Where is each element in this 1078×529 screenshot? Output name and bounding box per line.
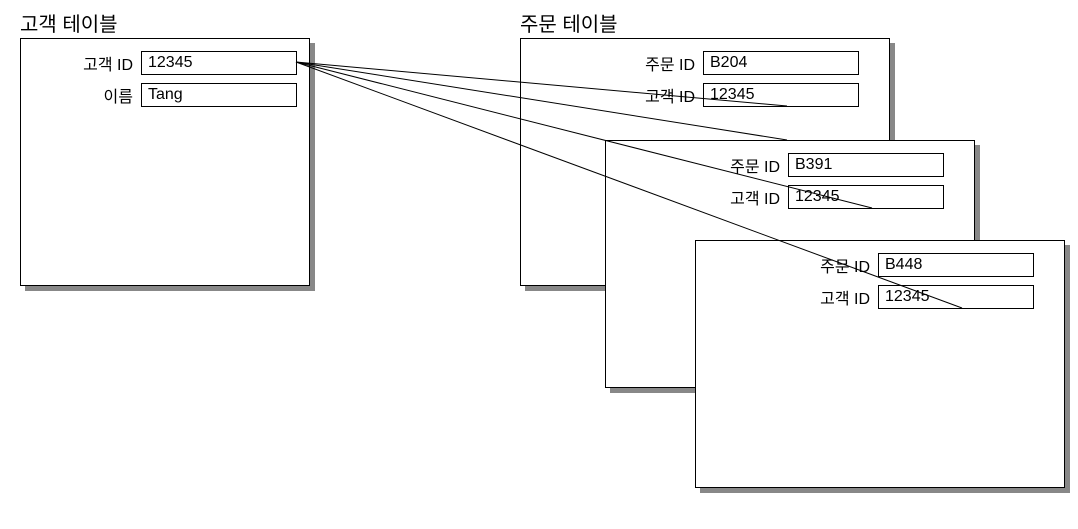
order-2-orderid-row: 주문 ID B391: [716, 153, 944, 177]
customer-id-value: 12345: [141, 51, 297, 75]
order-1-custid-value: 12345: [703, 83, 859, 107]
customer-id-label: 고객 ID: [69, 51, 141, 75]
order-3-orderid-row: 주문 ID B448: [806, 253, 1034, 277]
order-3-custid-value: 12345: [878, 285, 1034, 309]
order-1-custid-label: 고객 ID: [631, 83, 703, 107]
order-table-title: 주문 테이블: [520, 8, 618, 37]
order-1-orderid-label: 주문 ID: [631, 51, 703, 75]
diagram-root: 고객 테이블 주문 테이블 고객 ID 12345 이름 Tang 주문 ID …: [0, 0, 1078, 529]
order-2-orderid-label: 주문 ID: [716, 153, 788, 177]
order-2-orderid-value: B391: [788, 153, 944, 177]
order-1-orderid-value: B204: [703, 51, 859, 75]
order-2-custid-label: 고객 ID: [716, 185, 788, 209]
order-1-orderid-row: 주문 ID B204: [631, 51, 859, 75]
order-2-custid-row: 고객 ID 12345: [716, 185, 944, 209]
order-3-custid-label: 고객 ID: [806, 285, 878, 309]
order-card-3: 주문 ID B448 고객 ID 12345: [695, 240, 1065, 488]
order-3-orderid-value: B448: [878, 253, 1034, 277]
order-3-custid-row: 고객 ID 12345: [806, 285, 1034, 309]
customer-card: 고객 ID 12345 이름 Tang: [20, 38, 310, 286]
order-1-custid-row: 고객 ID 12345: [631, 83, 859, 107]
customer-id-row: 고객 ID 12345: [69, 51, 297, 75]
customer-name-value: Tang: [141, 83, 297, 107]
customer-table-title: 고객 테이블: [20, 8, 118, 37]
order-2-custid-value: 12345: [788, 185, 944, 209]
customer-name-row: 이름 Tang: [69, 83, 297, 107]
order-3-orderid-label: 주문 ID: [806, 253, 878, 277]
customer-name-label: 이름: [69, 83, 141, 107]
